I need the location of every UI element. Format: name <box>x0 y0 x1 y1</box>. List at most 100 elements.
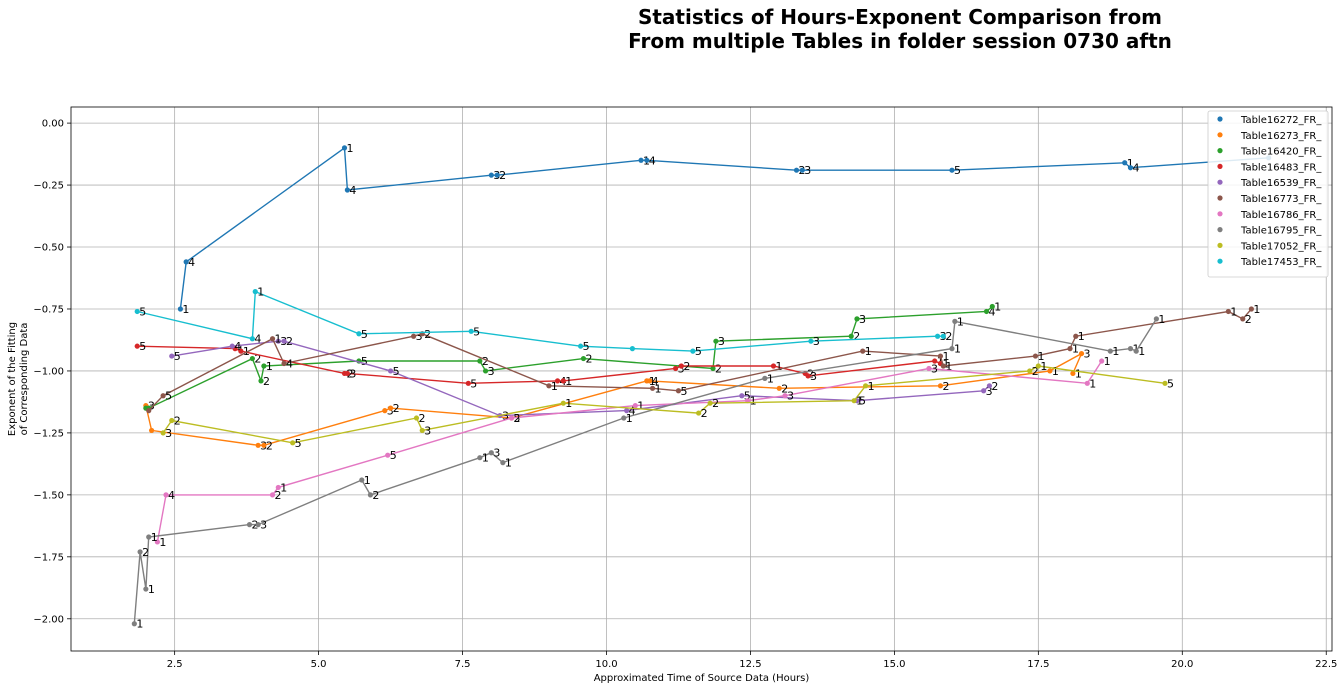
data-point <box>926 365 932 372</box>
data-point <box>1107 348 1113 354</box>
data-point <box>770 363 777 369</box>
data-label: 1 <box>775 360 782 373</box>
data-point <box>1035 363 1041 369</box>
y-tick-label: −1.75 <box>33 552 64 563</box>
legend-label: Table16795_FR_ <box>1240 226 1322 237</box>
data-point <box>508 415 515 421</box>
legend-marker <box>1217 179 1223 185</box>
data-point <box>488 450 494 456</box>
data-label: 2 <box>174 415 181 428</box>
data-point <box>707 400 713 406</box>
data-label: 3 <box>349 367 356 380</box>
data-point <box>387 405 394 411</box>
legend-item: Table16420_FR_ <box>1217 147 1322 158</box>
x-tick-label: 7.5 <box>455 659 471 670</box>
data-label: 1 <box>1253 303 1260 316</box>
data-label: 1 <box>565 375 572 388</box>
data-label: 2 <box>807 367 814 380</box>
data-point <box>690 348 696 354</box>
x-tick-label: 15.0 <box>883 659 905 670</box>
data-label: 4 <box>649 154 656 167</box>
data-point <box>632 403 638 409</box>
data-point <box>560 400 566 406</box>
data-point <box>149 427 155 434</box>
data-label: 1 <box>257 286 264 299</box>
data-point <box>146 534 152 540</box>
data-label: 2 <box>499 169 506 182</box>
data-point <box>275 338 281 344</box>
legend-marker <box>1217 148 1223 154</box>
data-label: 1 <box>1127 157 1134 170</box>
data-point <box>281 338 287 344</box>
plot-frame <box>70 106 1333 652</box>
data-point <box>678 363 684 369</box>
data-label: 3 <box>1084 348 1091 361</box>
y-tick-label: −1.00 <box>33 366 64 377</box>
legend-label: Table17453_FR_ <box>1240 257 1322 268</box>
data-point <box>477 358 483 364</box>
legend-item: Table16795_FR_ <box>1217 226 1322 237</box>
data-point <box>146 407 152 414</box>
data-label: 1 <box>856 395 863 408</box>
data-label: 2 <box>942 380 949 393</box>
data-point <box>624 407 630 414</box>
data-label: 2 <box>781 382 788 395</box>
data-label: 5 <box>680 385 687 398</box>
data-label: 2 <box>1032 365 1039 378</box>
data-point <box>863 383 869 389</box>
series-Table16272_FR_: 1414321423514 <box>177 142 1272 316</box>
data-point <box>580 355 587 362</box>
data-label: 1 <box>945 360 952 373</box>
data-point <box>983 308 990 315</box>
legend-label: Table16786_FR_ <box>1240 210 1322 221</box>
data-label: 2 <box>266 439 273 452</box>
data-point <box>854 316 860 322</box>
data-label: 5 <box>583 340 590 353</box>
data-point <box>713 338 719 344</box>
data-label: 5 <box>859 395 866 408</box>
data-label: 1 <box>649 375 656 388</box>
data-label: 1 <box>1138 345 1145 358</box>
data-label: 2 <box>424 328 431 341</box>
data-point <box>411 333 417 339</box>
data-label: 2 <box>701 407 708 420</box>
data-point <box>1099 358 1105 364</box>
data-label: 1 <box>637 400 644 413</box>
legend-marker <box>1217 227 1223 233</box>
data-point <box>183 259 189 265</box>
series-Table16483_FR_: 511235413212311 <box>134 340 949 390</box>
data-label: 4 <box>188 256 195 269</box>
data-point <box>1127 346 1134 352</box>
data-point <box>577 343 584 349</box>
data-point <box>143 586 149 592</box>
data-point <box>1153 316 1159 322</box>
data-label: 2 <box>347 367 354 380</box>
legend-item: Table17453_FR_ <box>1217 257 1322 268</box>
data-point <box>1248 306 1254 312</box>
data-point <box>1127 165 1134 171</box>
data-point <box>255 442 261 448</box>
data-point <box>477 455 483 461</box>
data-point <box>1084 380 1090 386</box>
data-label: 3 <box>488 365 495 378</box>
data-label: 5 <box>139 340 146 353</box>
data-point <box>1225 308 1231 315</box>
data-label: 1 <box>565 397 572 410</box>
data-point <box>937 383 944 389</box>
data-label: 1 <box>364 474 371 487</box>
data-point <box>762 375 768 381</box>
data-label: 1 <box>1158 313 1165 326</box>
data-label: 2 <box>712 397 719 410</box>
data-point <box>986 383 992 389</box>
data-point <box>468 328 474 334</box>
data-label: 3 <box>718 335 725 348</box>
data-point <box>860 348 866 354</box>
data-point <box>413 415 420 421</box>
data-point <box>1162 380 1168 386</box>
legend-label: Table16483_FR_ <box>1240 162 1322 173</box>
data-label: 5 <box>470 377 477 390</box>
data-point <box>949 346 955 352</box>
y-tick-label: −1.25 <box>33 428 64 439</box>
data-label: 2 <box>393 402 400 415</box>
data-label: 4 <box>652 375 659 388</box>
